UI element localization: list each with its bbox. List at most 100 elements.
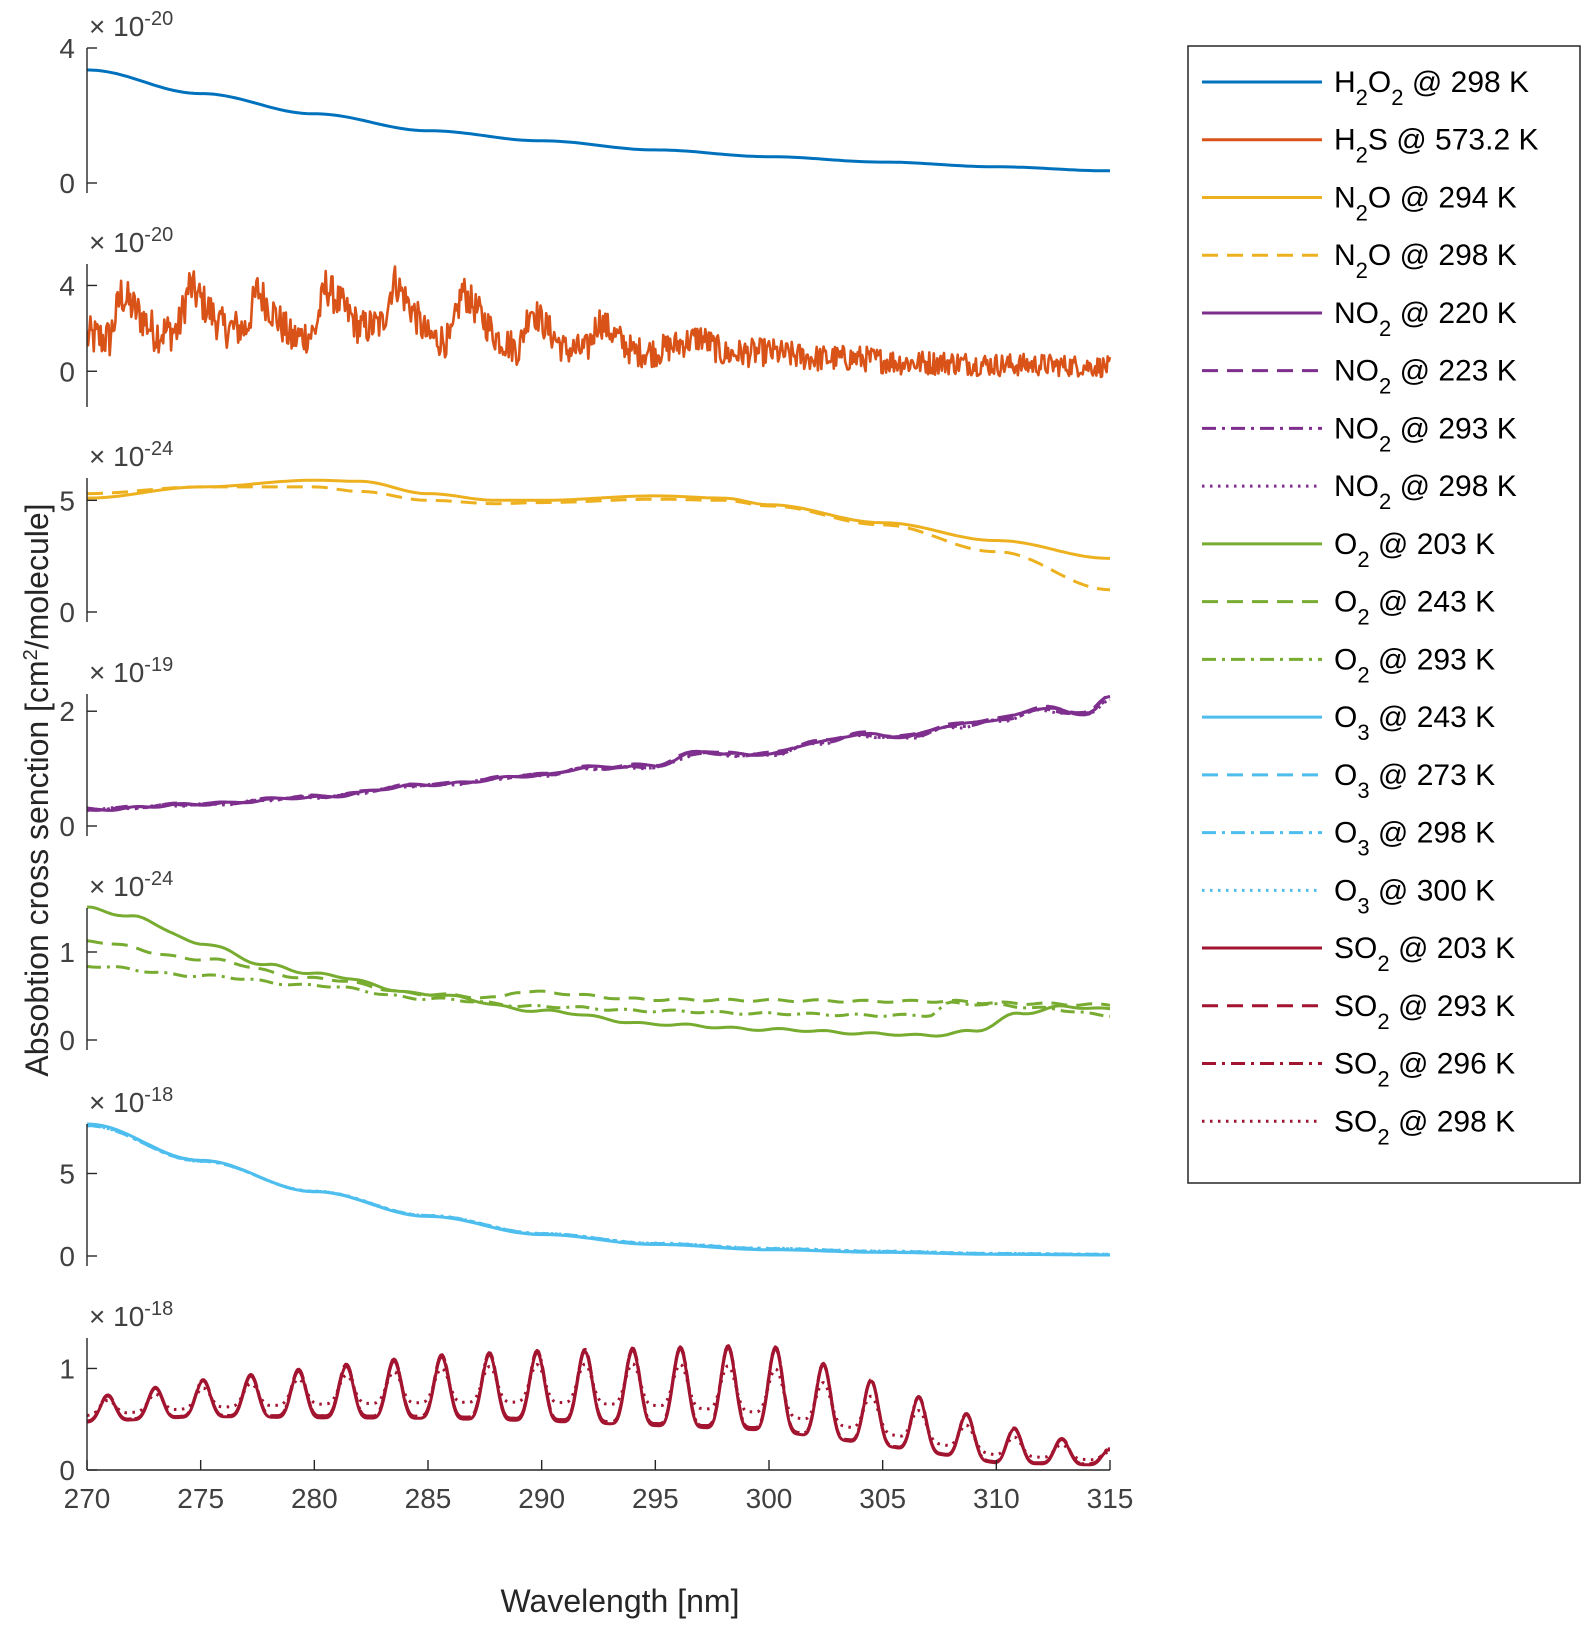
y-axis-title-sup: 2	[20, 649, 42, 660]
x-tick-label: 285	[405, 1483, 452, 1514]
legend-label-text: @ 203 K	[1390, 932, 1516, 965]
series-line-o2-203-k	[87, 905, 1111, 1038]
legend-label-text: N	[1334, 181, 1356, 214]
series-line-no2-220-k	[87, 694, 1111, 812]
legend-label: SO2 @ 298 K	[1334, 1105, 1515, 1149]
legend-label-text: NO	[1334, 355, 1379, 388]
exponent-base: × 10	[89, 1087, 144, 1118]
legend-label-subscript: 2	[1357, 662, 1369, 687]
x-tick-label: 315	[1087, 1483, 1134, 1514]
legend-label-subscript: 2	[1379, 373, 1391, 398]
legend-label: N2O @ 298 K	[1334, 239, 1517, 283]
y-tick-label: 0	[59, 597, 75, 628]
legend-label: O2 @ 243 K	[1334, 586, 1495, 630]
legend-label-text: @ 293 K	[1390, 990, 1516, 1023]
legend-label: NO2 @ 223 K	[1334, 355, 1517, 399]
panel-4: 0 2 × 10-19	[59, 654, 1111, 842]
legend-entry: O2 @ 243 K	[1202, 586, 1495, 630]
y-exponent-label: × 10-20	[89, 8, 173, 42]
legend-label-text: @ 273 K	[1370, 759, 1496, 792]
y-axis-title: Absobtion cross senction [cm2/molecule]	[19, 503, 55, 1076]
legend-label-text: @ 298 K	[1391, 470, 1517, 503]
panel-7: 0 1 × 10-18	[59, 1298, 1111, 1486]
legend-label-text: @ 220 K	[1391, 297, 1517, 330]
legend-entry: SO2 @ 203 K	[1202, 932, 1515, 976]
series-line-so2-298-k	[87, 1362, 1111, 1462]
legend-entry: O2 @ 203 K	[1202, 528, 1496, 571]
legend-label: N2O @ 294 K	[1334, 181, 1517, 225]
y-tick-label: 4	[59, 33, 75, 64]
y-tick-label: 0	[59, 356, 75, 387]
legend-label-subscript: 2	[1379, 489, 1391, 514]
legend-entry: NO2 @ 223 K	[1202, 355, 1517, 399]
x-tick-label: 305	[859, 1483, 906, 1514]
legend-label-text: @ 203 K	[1370, 528, 1496, 561]
x-axis: 270 275 280 285 290 295 300 305 310 315	[64, 1460, 1134, 1514]
legend-label: O2 @ 293 K	[1334, 643, 1495, 687]
legend-label-text: SO	[1334, 1105, 1377, 1138]
legend-label-text: @ 223 K	[1391, 355, 1517, 388]
legend-label: O3 @ 300 K	[1334, 874, 1495, 918]
y-tick-label: 5	[59, 1159, 75, 1190]
exponent-base: × 10	[89, 11, 144, 42]
exponent-value: -20	[144, 224, 173, 246]
series-line-o3-300-k	[87, 1124, 1110, 1256]
series-line-o2-293-k	[87, 964, 1111, 1018]
y-tick-label: 4	[59, 270, 75, 301]
legend-label-text: NO	[1334, 297, 1379, 330]
y-tick-label: 5	[59, 485, 75, 516]
exponent-value: -18	[144, 1084, 173, 1106]
legend-label: O3 @ 298 K	[1334, 817, 1495, 861]
legend-entry: N2O @ 298 K	[1202, 239, 1517, 283]
x-axis-title: Wavelength [nm]	[501, 1583, 740, 1619]
panel-6: 0 5 × 10-18	[59, 1084, 1110, 1272]
legend-label-subscript: 2	[1377, 1066, 1389, 1091]
x-tick-label: 270	[64, 1483, 111, 1514]
legend-label-text: H	[1334, 124, 1356, 157]
legend-entry: NO2 @ 293 K	[1202, 412, 1517, 456]
legend-label-subscript: 2	[1356, 142, 1368, 167]
legend-label: O3 @ 243 K	[1334, 701, 1495, 745]
exponent-value: -18	[144, 1298, 173, 1320]
series-line-o3-243-k	[87, 1122, 1110, 1257]
x-tick-label: 300	[746, 1483, 793, 1514]
x-tick-label: 280	[291, 1483, 338, 1514]
legend-label-text: @ 300 K	[1370, 874, 1496, 907]
legend-label: NO2 @ 293 K	[1334, 412, 1517, 456]
legend-label-subscript: 2	[1356, 85, 1368, 110]
legend-label-text: SO	[1334, 1048, 1377, 1081]
legend-label-text: NO	[1334, 470, 1379, 503]
y-tick-label: 0	[59, 1455, 75, 1486]
legend-entry: SO2 @ 293 K	[1202, 990, 1516, 1033]
y-tick-label: 1	[59, 937, 75, 968]
legend-label: H2O2 @ 298 K	[1334, 66, 1529, 110]
legend-label-text: H	[1334, 66, 1356, 99]
panel-1: 0 4 × 10-20	[59, 8, 1110, 199]
x-tick-label: 290	[518, 1483, 565, 1514]
legend-label: NO2 @ 298 K	[1334, 470, 1517, 514]
legend-entry: NO2 @ 298 K	[1202, 470, 1517, 514]
legend-label-text: @ 293 K	[1391, 412, 1517, 445]
legend-label-subscript: 2	[1357, 546, 1369, 571]
legend-label-text: SO	[1334, 990, 1377, 1023]
legend-entry: NO2 @ 220 K	[1202, 297, 1517, 341]
exponent-base: × 10	[89, 871, 144, 902]
legend-label-text: @ 298 K	[1390, 1105, 1516, 1138]
y-exponent-label: × 10-18	[89, 1084, 173, 1118]
legend-label-text: O	[1334, 874, 1357, 907]
legend-label-subscript: 2	[1356, 200, 1368, 225]
x-tick-label: 310	[973, 1483, 1020, 1514]
legend-entry: O2 @ 293 K	[1202, 643, 1495, 687]
legend-label-text: SO	[1334, 932, 1377, 965]
exponent-value: -19	[144, 654, 173, 676]
exponent-value: -24	[144, 438, 173, 460]
legend-label: NO2 @ 220 K	[1334, 297, 1517, 341]
legend-entry: O3 @ 273 K	[1202, 759, 1496, 802]
legend-label-subscript: 2	[1377, 1124, 1389, 1149]
legend-label: SO2 @ 203 K	[1334, 932, 1515, 976]
legend-label: H2S @ 573.2 K	[1334, 124, 1538, 168]
series-line-o3-298-k	[87, 1124, 1110, 1256]
legend-entry: H2O2 @ 298 K	[1202, 66, 1529, 110]
legend-label-subscript: 3	[1357, 893, 1369, 918]
